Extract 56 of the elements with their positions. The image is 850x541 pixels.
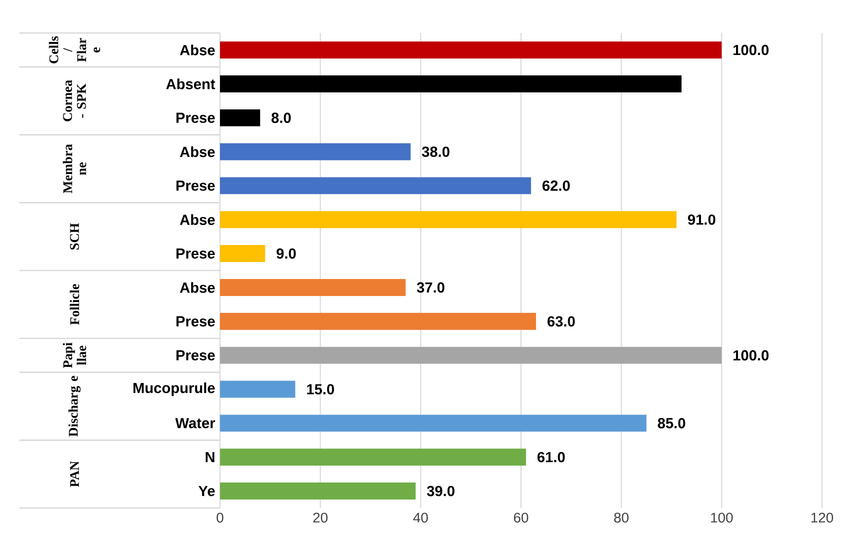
y-tick-label: Prese xyxy=(176,350,215,360)
data-label: 39.0 xyxy=(426,486,454,496)
y-tick-label: Abse xyxy=(180,146,215,158)
bar xyxy=(220,414,646,432)
bar xyxy=(220,177,532,194)
y-tick-label: N xyxy=(206,452,214,462)
data-label: 9.0 xyxy=(276,248,296,259)
bar xyxy=(220,75,682,92)
text: Cornea - SPK xyxy=(63,80,86,122)
bar xyxy=(220,109,260,126)
text: PAN xyxy=(70,461,79,488)
y-tick-label: Prese xyxy=(176,112,215,123)
x-tick-label: 20 xyxy=(313,512,328,523)
x-tick-label: 40 xyxy=(413,512,428,523)
data-label: 8.0 xyxy=(272,112,291,123)
bar xyxy=(220,143,411,160)
y-tick-label: Mucopurule xyxy=(133,382,215,396)
data-label: 63.0 xyxy=(548,316,575,327)
x-tick-label: 120 xyxy=(811,512,834,523)
text: SCH xyxy=(70,223,79,250)
x-tick-label: 0 xyxy=(216,512,224,523)
text: Cells / Flar e xyxy=(48,36,100,64)
bar xyxy=(220,41,722,58)
y-tick-label: Abse xyxy=(180,282,215,293)
data-label: 15.0 xyxy=(307,384,334,394)
bar xyxy=(220,312,536,330)
bar xyxy=(220,245,266,262)
bar xyxy=(220,278,406,296)
text: Papi llae xyxy=(62,342,86,368)
y-tick-label: Abse xyxy=(180,214,215,225)
y-tick-label: Prese xyxy=(176,248,215,259)
data-label: 61.0 xyxy=(537,452,565,462)
data-label: 100.0 xyxy=(734,350,769,360)
bar xyxy=(220,380,296,398)
x-tick-label: 80 xyxy=(614,512,629,523)
bar xyxy=(220,482,416,500)
y-tick-label: Water xyxy=(175,418,216,428)
x-tick-label: 60 xyxy=(514,512,528,523)
y-tick-label: Absent xyxy=(166,78,216,90)
bar xyxy=(220,448,526,466)
bar xyxy=(220,346,722,364)
y-tick-label: Abse xyxy=(180,44,215,56)
text: Follicle xyxy=(70,284,80,325)
data-label: 37.0 xyxy=(416,282,444,293)
data-label: 38.0 xyxy=(422,146,450,157)
y-tick-label: Prese xyxy=(176,316,215,326)
data-label: 100.0 xyxy=(734,44,769,56)
bar xyxy=(220,211,677,228)
data-label: 91.0 xyxy=(688,214,716,225)
y-tick-label: Prese xyxy=(176,180,215,191)
y-tick-label: Ye xyxy=(198,486,215,496)
text: Discharg e xyxy=(68,376,81,437)
data-label: 85.0 xyxy=(658,418,686,428)
text: Membra ne xyxy=(62,144,86,194)
data-label: 62.0 xyxy=(542,180,570,191)
x-tick-label: 100 xyxy=(711,512,733,523)
